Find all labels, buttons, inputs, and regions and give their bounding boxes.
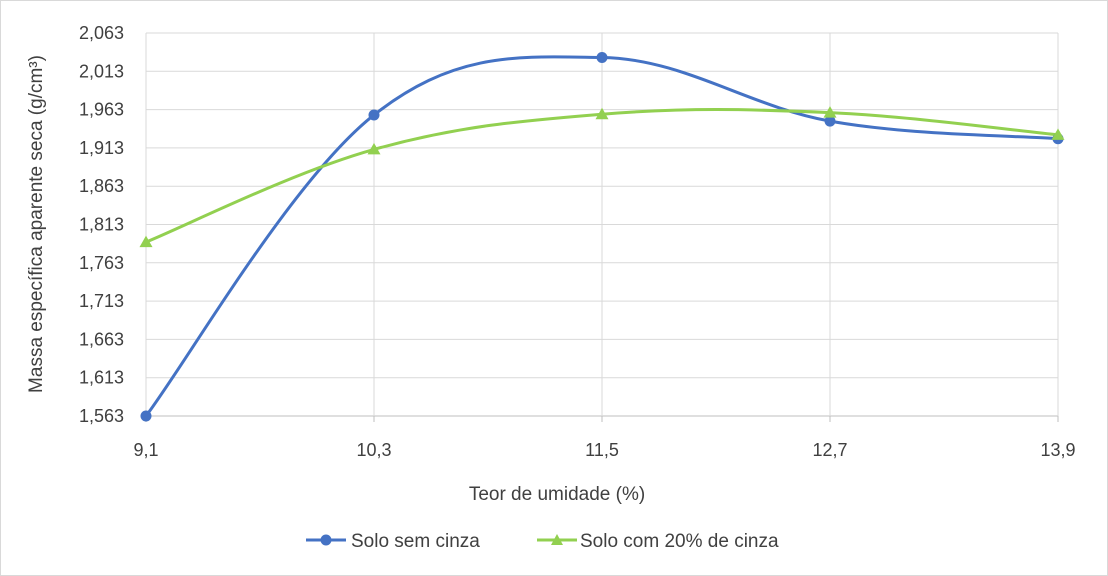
x-tick-label: 13,9 xyxy=(1040,440,1075,460)
grid-lines xyxy=(145,32,1059,422)
data-point-circle xyxy=(824,115,836,127)
x-tick-labels: 9,1 10,3 11,5 12,7 13,9 xyxy=(133,440,1075,460)
data-point-triangle xyxy=(139,235,153,248)
legend-label: Solo sem cinza xyxy=(351,531,480,552)
x-tick-label: 10,3 xyxy=(356,440,391,460)
legend-item-solo-sem-cinza: Solo sem cinza xyxy=(306,531,480,552)
x-tick-label: 11,5 xyxy=(585,440,619,460)
data-point-triangle xyxy=(367,142,381,155)
data-point-circle xyxy=(596,52,608,64)
y-tick-label: 1,613 xyxy=(79,368,124,388)
y-tick-label: 1,963 xyxy=(79,100,124,120)
data-point-circle xyxy=(140,410,152,422)
x-tick-label: 12,7 xyxy=(812,440,847,460)
series-markers xyxy=(139,52,1065,422)
series-line-0 xyxy=(144,55,1060,418)
legend: Solo sem cinza Solo com 20% de cinza xyxy=(306,531,779,552)
y-axis-title: Massa específica aparente seca (g/cm³) xyxy=(26,55,47,393)
x-axis-title: Teor de umidade (%) xyxy=(469,484,645,505)
data-point-circle xyxy=(368,109,380,121)
x-tick-label: 9,1 xyxy=(133,440,158,460)
legend-label: Solo com 20% de cinza xyxy=(580,531,779,552)
y-tick-label: 1,763 xyxy=(79,253,124,273)
data-point-triangle xyxy=(595,107,609,120)
legend-triangle-marker xyxy=(551,534,563,545)
y-tick-label: 1,913 xyxy=(79,138,124,158)
y-tick-label: 2,063 xyxy=(79,23,124,43)
y-tick-label: 2,013 xyxy=(79,61,124,81)
legend-circle-marker xyxy=(320,534,332,546)
data-point-triangle xyxy=(823,106,837,118)
legend-item-solo-com-cinza: Solo com 20% de cinza xyxy=(537,531,779,552)
y-tick-label: 1,563 xyxy=(79,406,124,426)
y-tick-label: 1,663 xyxy=(79,329,124,349)
y-tick-label: 1,813 xyxy=(79,215,124,235)
y-tick-label: 1,713 xyxy=(79,291,124,311)
y-tick-labels: 1,563 1,613 1,663 1,713 1,763 1,813 1,863 1,913… xyxy=(79,23,124,426)
y-tick-label: 1,863 xyxy=(79,176,124,196)
data-point-triangle xyxy=(1051,128,1065,140)
